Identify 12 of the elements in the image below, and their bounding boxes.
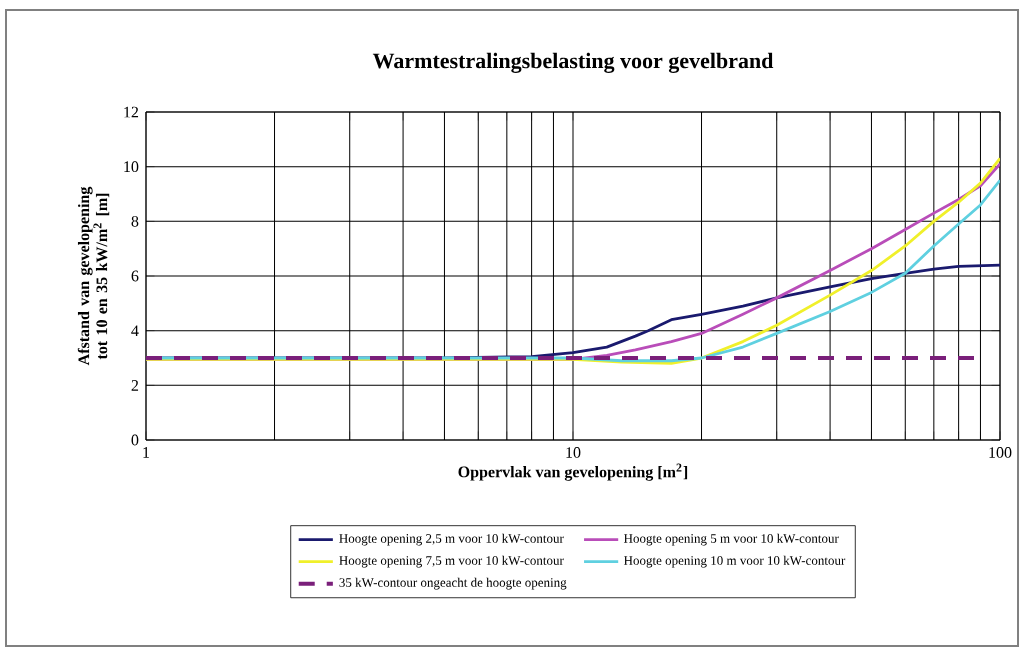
- chart-title: Warmtestralingsbelasting voor gevelbrand: [372, 52, 774, 73]
- x-tick-label: 1: [143, 447, 150, 458]
- y-tick-label: 12: [124, 106, 139, 118]
- y-tick-label: 2: [131, 380, 139, 391]
- x-tick-label: 100: [989, 447, 1012, 458]
- y-tick-label: 6: [131, 270, 139, 282]
- x-tick-label: 10: [566, 447, 581, 458]
- y-tick-label: 0: [131, 434, 139, 446]
- y-tick-label: 4: [131, 325, 139, 336]
- y-tick-label: 10: [124, 161, 139, 173]
- y-tick-label: 8: [131, 215, 139, 227]
- x-axis-title: Oppervlak van gevelopening [m$^{2}$]: [458, 463, 688, 481]
